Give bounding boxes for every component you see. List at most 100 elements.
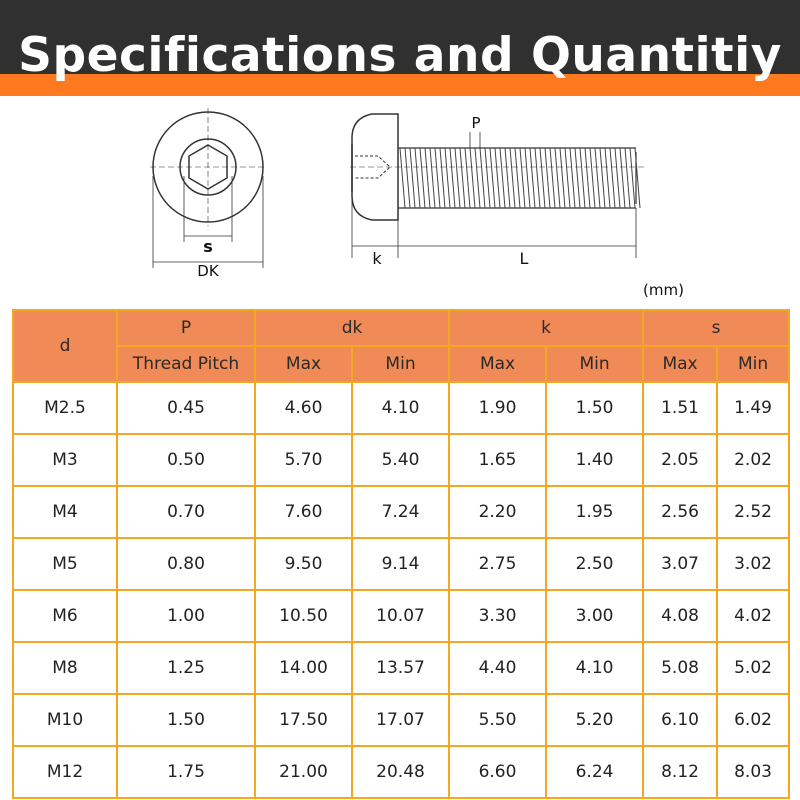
- table-cell: 7.24: [350, 485, 451, 539]
- table-cell: 5.02: [716, 641, 791, 695]
- thread-lines: [399, 147, 641, 209]
- table-cell: M10: [12, 693, 118, 747]
- header-k-max: Max: [448, 345, 548, 383]
- table-cell: 1.51: [642, 381, 719, 435]
- table-cell: M2.5: [12, 381, 118, 435]
- spec-table-body: M2.5 0.45 4.60 4.10 1.90 1.50 1.51 1.49 M3 0.50 5.…: [12, 381, 791, 799]
- table-cell: 4.40: [448, 641, 548, 695]
- table-cell: 5.08: [642, 641, 719, 695]
- table-cell: 5.70: [254, 433, 353, 487]
- table-cell: 5.40: [350, 433, 451, 487]
- table-cell: 2.56: [642, 485, 719, 539]
- table-cell: 7.60: [254, 485, 353, 539]
- header-dk-min: Min: [350, 345, 451, 383]
- table-cell: 10.07: [350, 589, 451, 643]
- table-cell: 1.50: [116, 693, 256, 747]
- header-dk-max: Max: [254, 345, 353, 383]
- label-k: k: [372, 249, 382, 268]
- table-cell: 3.02: [716, 537, 791, 591]
- table-cell: 6.10: [642, 693, 719, 747]
- header-s-max: Max: [642, 345, 719, 383]
- table-cell: 3.30: [448, 589, 548, 643]
- table-row: M5 0.80 9.50 9.14 2.75 2.50 3.07 3.02: [12, 537, 791, 591]
- spec-table: d P dk k s Thread Pitch Max Min Max Min …: [12, 309, 791, 799]
- table-cell: 17.50: [254, 693, 353, 747]
- header-k: k: [448, 309, 645, 347]
- table-cell: M5: [12, 537, 118, 591]
- table-cell: 1.50: [545, 381, 645, 435]
- table-cell: 3.00: [545, 589, 645, 643]
- table-cell: 0.50: [116, 433, 256, 487]
- table-cell: 2.20: [448, 485, 548, 539]
- screw-drawing: s DK P k L: [150, 108, 645, 280]
- table-cell: 4.10: [545, 641, 645, 695]
- table-row: M2.5 0.45 4.60 4.10 1.90 1.50 1.51 1.49: [12, 381, 791, 435]
- table-cell: 1.40: [545, 433, 645, 487]
- table-row: M10 1.50 17.50 17.07 5.50 5.20 6.10 6.02: [12, 693, 791, 747]
- table-cell: 0.70: [116, 485, 256, 539]
- table-cell: 2.05: [642, 433, 719, 487]
- table-cell: M4: [12, 485, 118, 539]
- header-accent-stripe: [0, 74, 800, 96]
- screw-side-view: [350, 113, 645, 258]
- table-cell: 6.24: [545, 745, 645, 799]
- table-cell: 6.60: [448, 745, 548, 799]
- header-dk: dk: [253, 309, 451, 347]
- table-cell: 2.02: [716, 433, 791, 487]
- table-cell: 2.50: [545, 537, 645, 591]
- table-cell: 8.03: [716, 745, 791, 799]
- table-cell: 4.10: [350, 381, 451, 435]
- table-cell: 0.80: [116, 537, 256, 591]
- header-p: P: [116, 309, 256, 347]
- table-cell: 0.45: [116, 381, 256, 435]
- table-cell: 1.25: [116, 641, 256, 695]
- table-cell: 1.90: [448, 381, 548, 435]
- label-p: P: [471, 114, 480, 132]
- table-cell: 1.95: [545, 485, 645, 539]
- table-cell: 17.07: [350, 693, 451, 747]
- table-cell: M6: [12, 589, 118, 643]
- spec-table-container: d P dk k s Thread Pitch Max Min Max Min …: [12, 309, 791, 799]
- head-top-view: [150, 108, 266, 268]
- table-row: M3 0.50 5.70 5.40 1.65 1.40 2.05 2.02: [12, 433, 791, 487]
- table-cell: M3: [12, 433, 118, 487]
- table-cell: 21.00: [254, 745, 353, 799]
- table-cell: 13.57: [350, 641, 451, 695]
- label-dk: DK: [197, 262, 220, 280]
- screw-diagram: s DK P k L: [0, 96, 800, 306]
- table-cell: 4.08: [642, 589, 719, 643]
- table-cell: 10.50: [254, 589, 353, 643]
- table-cell: 4.02: [716, 589, 791, 643]
- header-thread-pitch: Thread Pitch: [116, 345, 256, 383]
- table-cell: M8: [12, 641, 118, 695]
- table-row: M4 0.70 7.60 7.24 2.20 1.95 2.56 2.52: [12, 485, 791, 539]
- table-row: M6 1.00 10.50 10.07 3.30 3.00 4.08 4.02: [12, 589, 791, 643]
- table-cell: 3.07: [642, 537, 719, 591]
- header-k-min: Min: [545, 345, 645, 383]
- table-cell: 5.50: [448, 693, 548, 747]
- header-s-min: Min: [716, 345, 791, 383]
- table-cell: 2.75: [448, 537, 548, 591]
- table-cell: 14.00: [254, 641, 353, 695]
- page-title: Specifications and Quantitiy: [18, 28, 782, 83]
- table-cell: 9.50: [254, 537, 353, 591]
- table-cell: 20.48: [350, 745, 451, 799]
- header-s: s: [642, 309, 791, 347]
- table-row: M12 1.75 21.00 20.48 6.60 6.24 8.12 8.03: [12, 745, 791, 799]
- table-cell: 5.20: [545, 693, 645, 747]
- table-cell: 9.14: [350, 537, 451, 591]
- table-cell: M12: [12, 745, 118, 799]
- table-cell: 6.02: [716, 693, 791, 747]
- label-s: s: [203, 237, 213, 256]
- table-cell: 2.52: [716, 485, 791, 539]
- label-l: L: [520, 249, 529, 268]
- table-cell: 8.12: [642, 745, 719, 799]
- header-d: d: [12, 309, 118, 383]
- table-cell: 1.49: [716, 381, 791, 435]
- table-cell: 4.60: [254, 381, 353, 435]
- table-cell: 1.75: [116, 745, 256, 799]
- table-cell: 1.00: [116, 589, 256, 643]
- table-cell: 1.65: [448, 433, 548, 487]
- table-row: M8 1.25 14.00 13.57 4.40 4.10 5.08 5.02: [12, 641, 791, 695]
- unit-label: (mm): [643, 281, 684, 299]
